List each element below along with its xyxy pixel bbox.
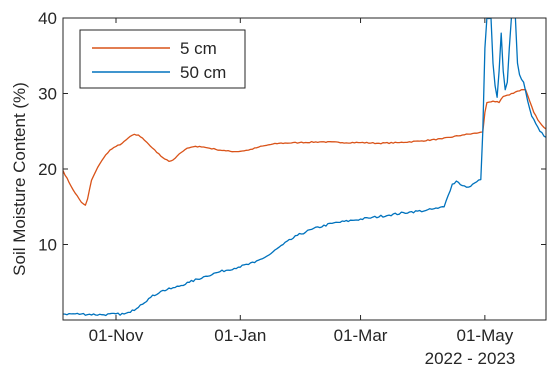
series-line-5-cm xyxy=(63,89,546,206)
legend-box xyxy=(79,29,246,89)
y-axis-ticks: 10 20 30 40 xyxy=(38,9,546,255)
y-axis-label: Soil Moisture Content (%) xyxy=(10,82,29,276)
legend: 5 cm 50 cm xyxy=(79,29,246,89)
legend-label: 5 cm xyxy=(180,39,217,58)
x-axis-label: 2022 - 2023 xyxy=(425,349,516,368)
y-tick-label: 10 xyxy=(38,236,57,255)
plot-lines xyxy=(63,18,546,317)
series-line-50-cm xyxy=(63,18,546,317)
legend-label: 50 cm xyxy=(180,63,226,82)
x-axis-ticks: 01-Nov 01-Jan 01-Mar 01-May xyxy=(89,18,514,345)
x-tick-label: 01-Nov xyxy=(89,326,144,345)
x-tick-label: 01-Jan xyxy=(214,326,266,345)
x-tick-label: 01-May xyxy=(457,326,514,345)
y-tick-label: 20 xyxy=(38,160,57,179)
x-tick-label: 01-Mar xyxy=(334,326,388,345)
y-tick-label: 40 xyxy=(38,9,57,28)
y-tick-label: 30 xyxy=(38,85,57,104)
